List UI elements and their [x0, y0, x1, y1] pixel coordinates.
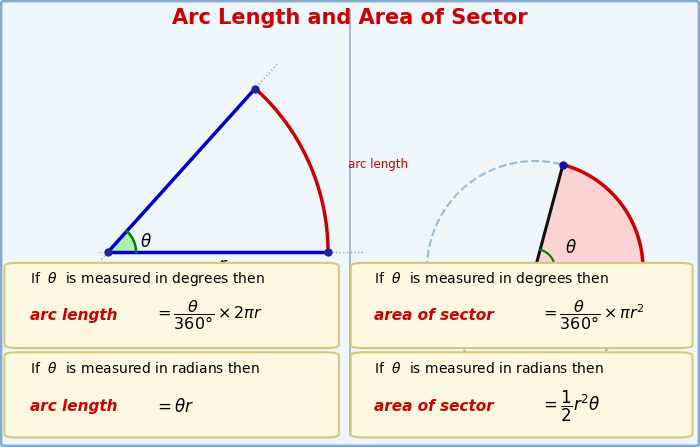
Text: If  $\theta$  is measured in degrees then: If $\theta$ is measured in degrees then — [30, 270, 265, 287]
Text: $= \theta r$: $= \theta r$ — [154, 398, 195, 416]
Text: $=\dfrac{\theta}{360°}\times \pi r^2$: $=\dfrac{\theta}{360°}\times \pi r^2$ — [540, 298, 645, 332]
Text: $r$: $r$ — [606, 279, 616, 297]
Text: If  $\theta$  is measured in degrees then: If $\theta$ is measured in degrees then — [374, 270, 608, 287]
Text: $\theta$: $\theta$ — [566, 239, 578, 257]
Text: $\theta$: $\theta$ — [140, 233, 152, 251]
Text: Arc Length and Area of Sector: Arc Length and Area of Sector — [172, 8, 528, 28]
Text: area of sector: area of sector — [374, 308, 493, 322]
Text: arc length: arc length — [30, 308, 118, 322]
Text: If  $\theta$  is measured in radians then: If $\theta$ is measured in radians then — [30, 361, 260, 375]
Text: $=\dfrac{1}{2}r^2\theta$: $=\dfrac{1}{2}r^2\theta$ — [540, 389, 600, 425]
Text: $=\dfrac{\theta}{360°}\times 2\pi r$: $=\dfrac{\theta}{360°}\times 2\pi r$ — [154, 298, 263, 332]
FancyBboxPatch shape — [4, 352, 339, 438]
Text: If  $\theta$  is measured in radians then: If $\theta$ is measured in radians then — [374, 361, 603, 375]
Text: area of sector: area of sector — [374, 399, 493, 414]
Text: $r$: $r$ — [218, 256, 228, 274]
Text: arc length: arc length — [348, 158, 408, 171]
Text: Center: Center — [90, 270, 130, 283]
Polygon shape — [108, 231, 136, 252]
FancyBboxPatch shape — [351, 263, 692, 348]
Polygon shape — [535, 164, 643, 297]
Text: arc length: arc length — [30, 399, 118, 414]
FancyBboxPatch shape — [4, 263, 339, 348]
FancyBboxPatch shape — [351, 352, 692, 438]
